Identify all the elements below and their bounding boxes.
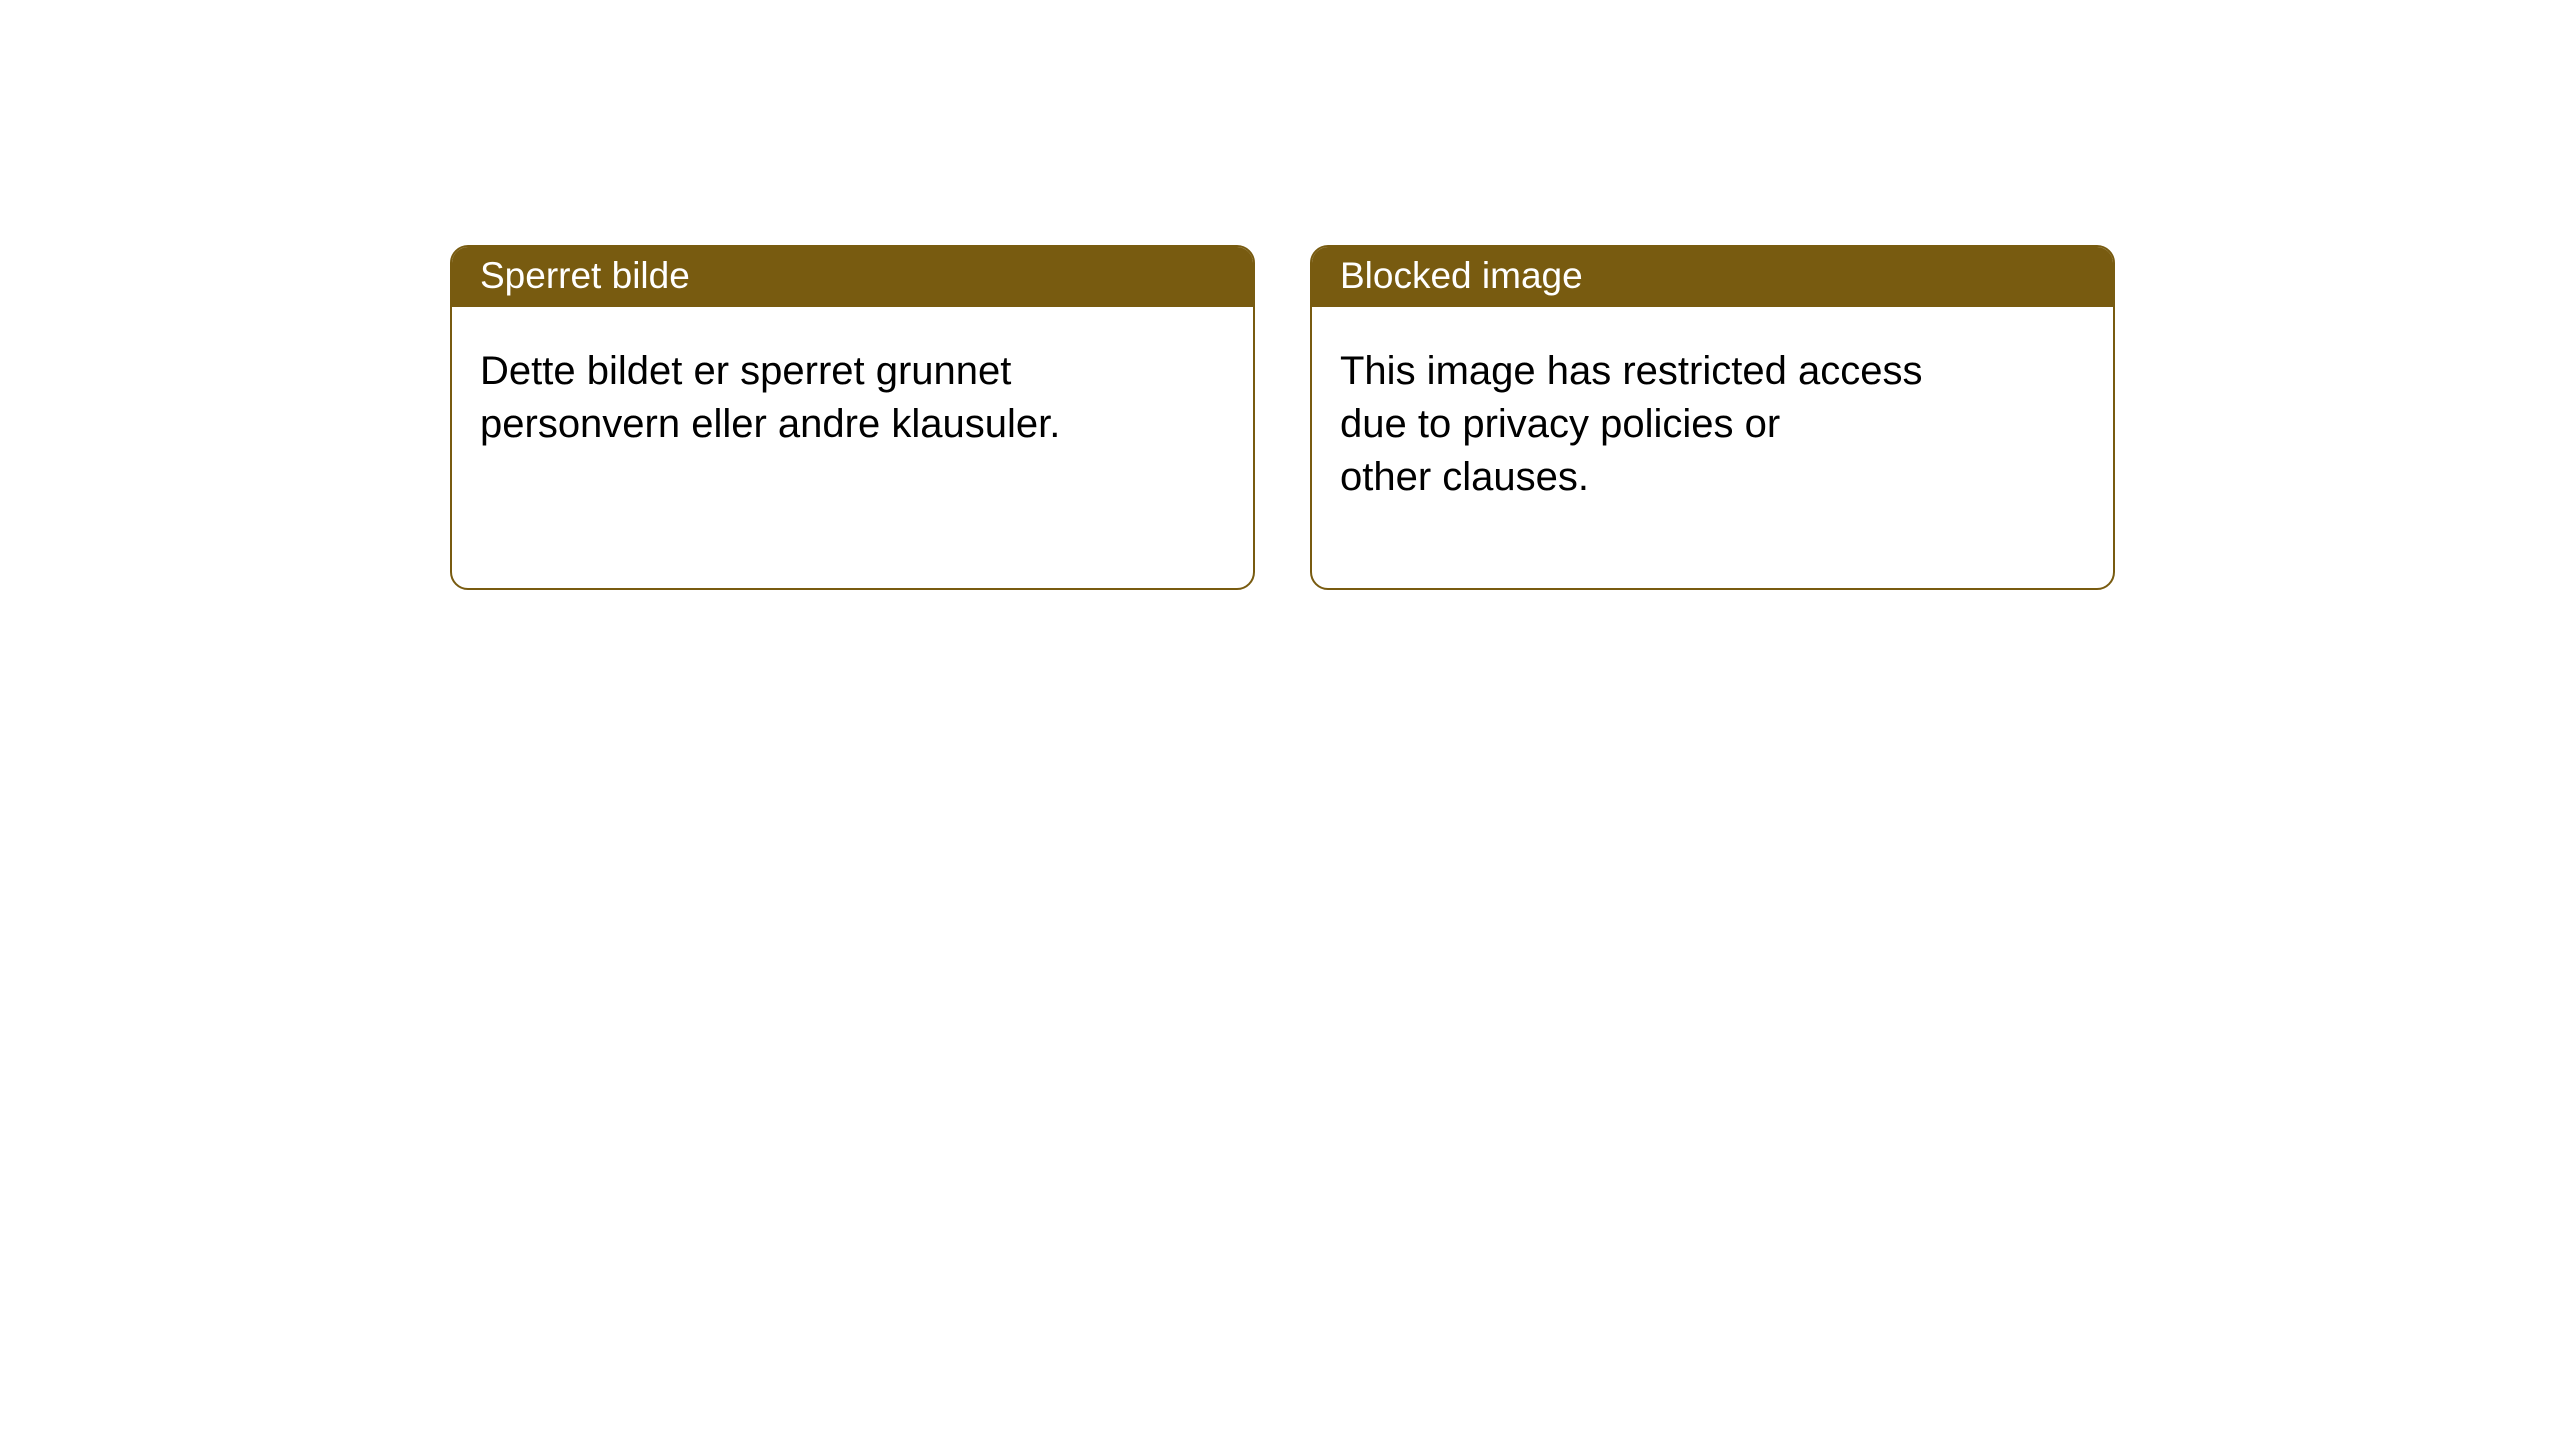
notice-title-no: Sperret bilde: [452, 247, 1253, 307]
notice-row: Sperret bilde Dette bildet er sperret gr…: [0, 0, 2560, 590]
notice-title-en: Blocked image: [1312, 247, 2113, 307]
notice-card-en: Blocked image This image has restricted …: [1310, 245, 2115, 590]
notice-body-en: This image has restricted access due to …: [1312, 307, 2012, 588]
notice-card-no: Sperret bilde Dette bildet er sperret gr…: [450, 245, 1255, 590]
notice-body-no: Dette bildet er sperret grunnet personve…: [452, 307, 1152, 536]
